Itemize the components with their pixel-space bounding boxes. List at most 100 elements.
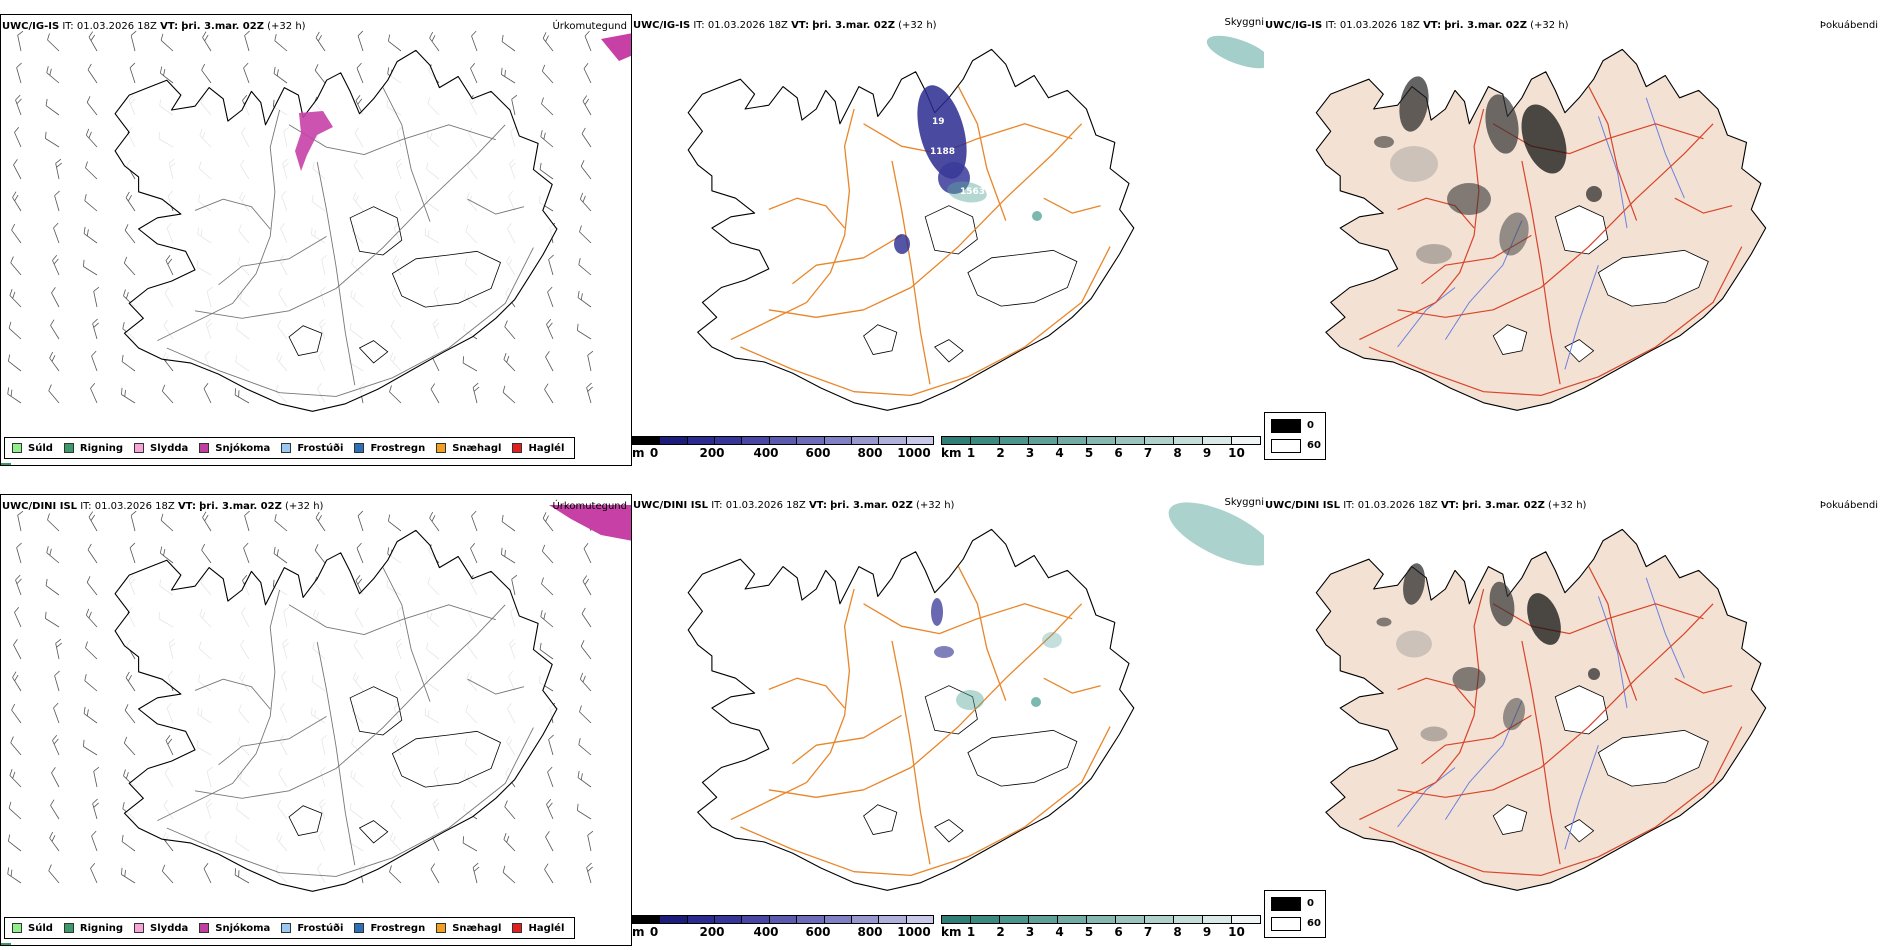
wind-barb	[580, 160, 592, 180]
colorbar-tick: 8	[1173, 446, 1182, 460]
legend-label: Rigning	[79, 442, 124, 454]
legend-swatch	[436, 443, 447, 453]
colorbar-step	[824, 437, 852, 444]
wind-barb	[12, 191, 22, 212]
wind-barb	[578, 738, 592, 756]
terrain-height-area	[934, 646, 954, 658]
wind-barb	[9, 289, 22, 308]
wind-barb	[13, 639, 22, 660]
wind-barb	[501, 34, 516, 52]
snowfall-area	[549, 505, 631, 541]
legend-item: Snæhagl	[433, 443, 501, 454]
road-line	[218, 716, 327, 766]
visibility-colorbar-bottom: km 1 2 3 4 5 6 7 8 9 10	[941, 915, 1261, 939]
wind-barb	[314, 544, 326, 564]
wind-barb	[123, 256, 136, 276]
colorbar-tick: 800	[857, 925, 883, 939]
colorbar-step	[742, 916, 770, 923]
wind-barb	[501, 547, 516, 564]
wind-barb	[430, 383, 440, 404]
road-line	[957, 566, 1007, 701]
rain-area	[1, 463, 11, 465]
wind-barb	[587, 350, 594, 372]
legend-label: Snjókoma	[215, 442, 271, 454]
wind-barb	[54, 190, 60, 212]
colorbar-tick: 8	[1173, 925, 1182, 939]
wind-barb	[244, 510, 250, 532]
colorbar-tick: 4	[1055, 925, 1064, 939]
fog-area	[1420, 726, 1448, 742]
legend-label: Haglél	[528, 442, 565, 454]
wind-barb	[389, 865, 402, 884]
legend-label: Snæhagl	[452, 442, 502, 454]
low-visibility-area	[1032, 211, 1042, 221]
river-line	[1597, 596, 1628, 709]
road-line	[157, 109, 281, 342]
colorbar-tick: 600	[805, 446, 831, 460]
wind-barb	[16, 62, 22, 84]
colorbar-tick: 1	[966, 925, 976, 939]
glacier-outline	[1492, 804, 1528, 835]
wind-barb	[86, 96, 98, 116]
wind-barb	[8, 321, 22, 340]
wind-barb	[161, 384, 174, 404]
wind-barb	[85, 128, 98, 148]
wind-barb	[15, 574, 22, 596]
river-line	[1597, 116, 1628, 229]
legend-swatch	[12, 443, 22, 453]
legend-label: Slydda	[150, 922, 189, 934]
fog-area	[1447, 183, 1491, 215]
colorbar-step	[1203, 916, 1232, 923]
wind-barb	[579, 672, 592, 692]
glacier-outline	[349, 686, 403, 736]
legend-label: Slydda	[150, 442, 189, 454]
colorbar-step	[906, 916, 933, 923]
wind-barb	[583, 63, 592, 84]
wind-barb	[587, 830, 594, 852]
legend-swatch	[199, 443, 210, 453]
wind-barb	[54, 670, 60, 692]
colorbar-tick: 2	[996, 925, 1005, 939]
river-line	[1564, 745, 1599, 850]
wind-barb	[583, 543, 592, 564]
wind-barb	[503, 353, 516, 372]
glacier-outline	[288, 805, 323, 836]
wind-barb	[357, 30, 364, 52]
legend-item: Snæhagl	[433, 923, 501, 934]
fog-legend-bottom: 0 60	[1264, 890, 1326, 938]
colorbar-tick: 7	[1143, 446, 1153, 460]
wind-barb	[49, 351, 60, 372]
snowfall-area	[295, 111, 333, 171]
road-line	[467, 198, 525, 215]
colorbar-swatches	[941, 436, 1261, 445]
fog-index-panel-top: UWC/IG-IS IT: 01.03.2026 18Z VT: þri. 3.…	[1264, 14, 1900, 466]
wind-barb	[357, 510, 364, 532]
colorbar-step	[942, 437, 971, 444]
wind-barb	[471, 30, 478, 52]
wind-barb	[92, 798, 99, 820]
wind-barb	[45, 611, 60, 628]
wind-barb	[586, 382, 593, 404]
colorbar-step	[1116, 916, 1145, 923]
road-line	[768, 123, 1083, 318]
colorbar-tick: 0	[649, 925, 659, 939]
wind-barb	[125, 191, 136, 212]
road-line	[768, 603, 1083, 798]
legend-label: Frostúði	[297, 442, 344, 454]
wind-barb	[9, 769, 22, 788]
glacier-outline	[1492, 324, 1528, 355]
road-line	[1368, 246, 1743, 396]
wind-barb	[46, 66, 60, 84]
colorbar-tick: 9	[1202, 446, 1212, 460]
road-line	[1492, 603, 1704, 635]
wind-barb	[502, 385, 516, 404]
colorbar-tick: 5	[1084, 925, 1094, 939]
wind-barb	[429, 31, 440, 52]
fog-area	[1586, 186, 1602, 202]
wind-barb	[429, 511, 440, 532]
fog-area	[1502, 697, 1526, 731]
wind-barb	[578, 258, 592, 276]
wind-barb	[14, 126, 22, 148]
road-line	[863, 603, 1073, 635]
coastline	[687, 528, 1135, 891]
